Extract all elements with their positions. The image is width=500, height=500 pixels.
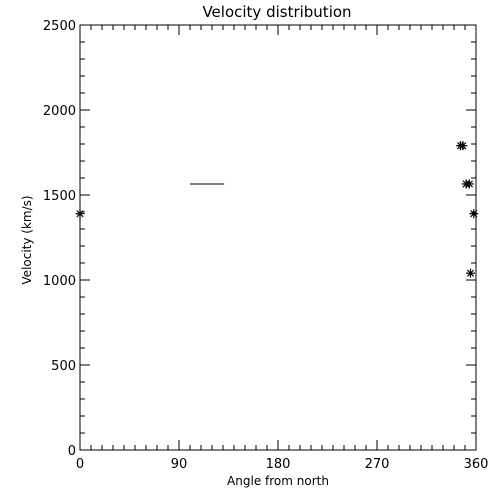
data-marks	[75, 141, 479, 278]
x-tick-label: 90	[171, 457, 188, 472]
axis-tick-labels: 0 90 180 270 360 0 500 1000 1500 2000 2500	[43, 19, 489, 472]
y-tick-label: 500	[51, 359, 76, 374]
y-tick-label: 1500	[43, 189, 76, 204]
plot-frame	[79, 24, 477, 451]
x-tick-label: 180	[266, 457, 291, 472]
y-tick-label: 2500	[43, 19, 76, 34]
data-point-asterisk	[464, 179, 474, 189]
data-point-asterisk	[466, 268, 475, 278]
y-tick-label: 2000	[43, 104, 76, 119]
data-point-asterisk	[75, 209, 85, 219]
data-point-asterisk	[469, 209, 479, 219]
axis-ticks	[79, 24, 477, 451]
y-tick-label: 1000	[43, 274, 76, 289]
y-tick-label: 0	[68, 444, 76, 459]
y-axis-label: Velocity (km/s)	[20, 195, 34, 284]
data-point-asterisk	[458, 141, 468, 151]
chart-title: Velocity distribution	[202, 3, 351, 21]
x-tick-label: 360	[464, 457, 489, 472]
x-tick-label: 270	[365, 457, 390, 472]
x-axis-label: Angle from north	[227, 474, 329, 488]
x-tick-label: 0	[76, 457, 84, 472]
